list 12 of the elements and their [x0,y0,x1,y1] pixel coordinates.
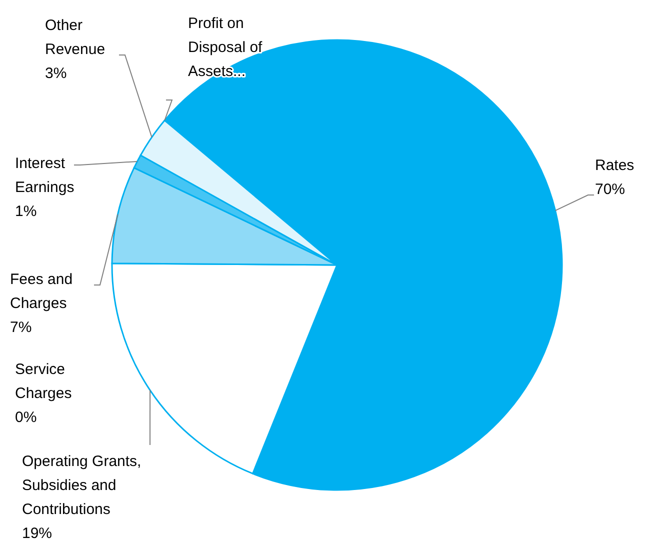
slice-label: Other Revenue [45,17,106,58]
category-label: Service Charges [15,361,72,402]
data-label: 1% [15,203,37,220]
data-label: 7% [10,319,32,336]
slice-label: Rates [595,157,634,174]
data-label: 70% [595,181,626,198]
data-label: 19% [22,525,52,542]
slice-label: Fees and Charges [10,271,73,312]
text: 0% [15,409,37,426]
slice-label: Interest Earnings [15,155,74,196]
data-label: 3% [45,65,67,82]
slice-label: Operating Grants, Subsidies and Contributions [22,453,142,518]
